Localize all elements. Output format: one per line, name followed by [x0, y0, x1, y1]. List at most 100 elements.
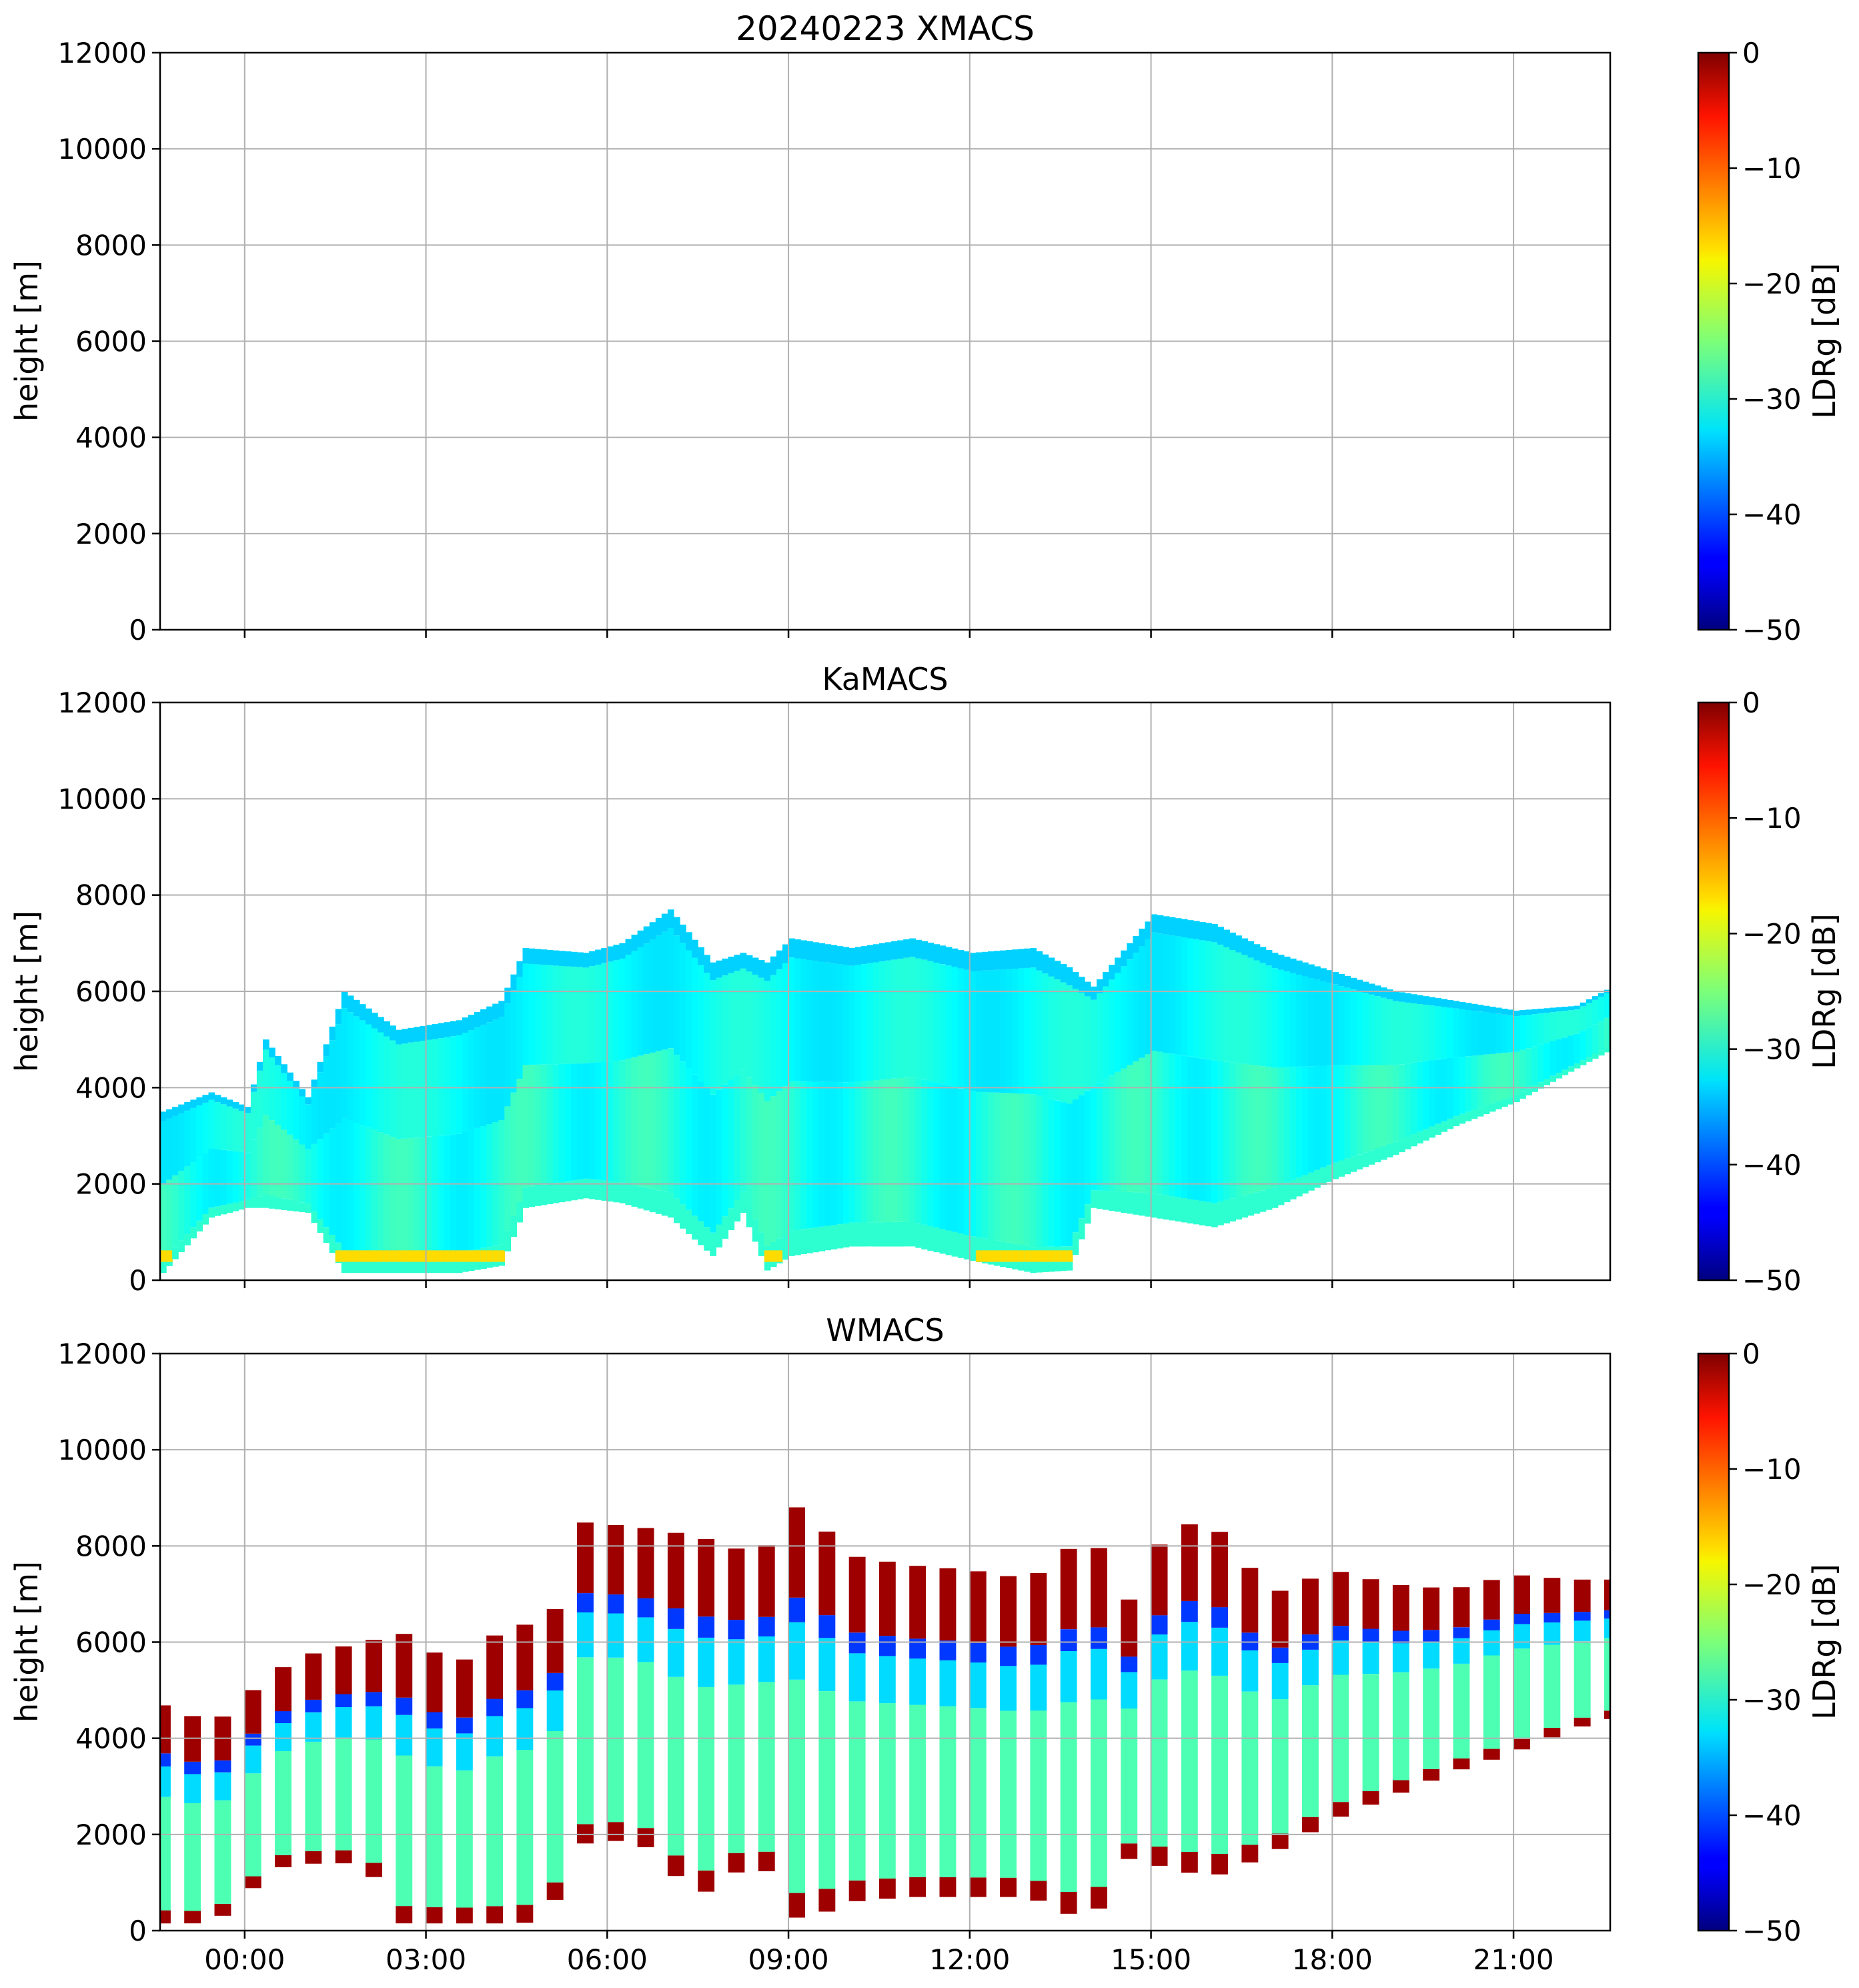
echo-cell: [963, 1235, 971, 1260]
echo-cell: [426, 1253, 433, 1274]
echo-cell: [384, 1036, 390, 1135]
echo-cell: [1368, 983, 1375, 995]
echo-cell: [160, 1910, 171, 1924]
echo-cell: [583, 953, 590, 968]
echo-cell: [275, 1751, 291, 1855]
echo-cell: [1121, 1599, 1138, 1657]
echo-cell: [704, 955, 710, 973]
echo-cell: [414, 1253, 421, 1274]
echo-cell: [474, 1011, 481, 1028]
echo-cell: [939, 1229, 947, 1254]
echo-cell: [589, 1179, 596, 1199]
echo-cell: [1000, 950, 1007, 970]
echo-cell: [637, 1055, 644, 1187]
echo-cell: [1562, 1037, 1569, 1070]
echo-cell: [244, 1745, 261, 1774]
echo-cell: [522, 1187, 530, 1208]
melting-layer: [498, 1250, 505, 1262]
echo-cell: [1537, 1013, 1544, 1045]
echo-cell: [1271, 1662, 1289, 1700]
echo-cell: [366, 1863, 382, 1877]
echo-cell: [1580, 1002, 1587, 1007]
echo-cell: [1121, 950, 1127, 967]
echo-cell: [1283, 1182, 1291, 1202]
echo-cell: [1145, 921, 1152, 939]
echo-cell: [1211, 1203, 1218, 1227]
echo-cell: [927, 1081, 935, 1227]
echo-cell: [945, 965, 953, 1086]
echo-cell: [1453, 1627, 1470, 1638]
echo-cell: [975, 1237, 983, 1262]
echo-cell: [680, 925, 686, 943]
echo-cell: [178, 1240, 185, 1252]
echo-cell: [1302, 962, 1309, 977]
echo-cell: [613, 1181, 620, 1203]
echo-cell: [546, 965, 554, 1065]
echo-cell: [860, 946, 868, 965]
echo-cell: [1139, 1057, 1146, 1193]
x-tick-label: 09:00: [748, 1943, 829, 1976]
echo-cell: [1374, 1065, 1381, 1148]
echo-cell: [1006, 949, 1013, 969]
echo-cell: [1525, 1009, 1532, 1015]
melting-layer: [462, 1250, 469, 1262]
echo-cell: [420, 1137, 427, 1254]
echo-cell: [534, 1185, 542, 1206]
echo-cell: [1157, 933, 1164, 1052]
echo-cell: [1091, 986, 1097, 1000]
echo-cell: [480, 1025, 487, 1126]
echo-cell: [601, 963, 608, 1062]
echo-cell: [516, 1624, 534, 1690]
echo-cell: [552, 1183, 560, 1203]
echo-cell: [722, 1084, 729, 1217]
echo-cell: [426, 1907, 443, 1924]
echo-cell: [740, 1069, 747, 1192]
echo-cell: [939, 964, 947, 1085]
echo-cell: [758, 960, 765, 978]
echo-cell: [378, 1132, 384, 1253]
echo-cell: [1271, 953, 1279, 969]
echo-cell: [269, 1120, 275, 1196]
echo-cell: [1223, 1199, 1230, 1223]
echo-cell: [1550, 1012, 1557, 1041]
echo-cell: [1078, 992, 1085, 1095]
y-tick-label: 6000: [75, 975, 147, 1008]
echo-cell: [909, 1658, 926, 1705]
echo-cell: [226, 1106, 233, 1151]
echo-cell: [848, 1701, 866, 1881]
echo-cell: [649, 1052, 656, 1189]
echo-cell: [1308, 964, 1315, 978]
echo-cell: [680, 1204, 686, 1229]
echo-cell: [740, 953, 747, 969]
echo-cell: [1429, 1126, 1435, 1138]
echo-cell: [686, 950, 692, 1068]
echo-cell: [872, 1222, 880, 1247]
echo-cell: [1574, 1717, 1591, 1726]
echo-cell: [1332, 984, 1339, 1065]
echo-cell: [1556, 1007, 1563, 1012]
echo-cell: [885, 960, 892, 1079]
echo-cell: [643, 1054, 650, 1188]
echo-cell: [969, 1571, 987, 1643]
echo-cell: [1121, 1708, 1138, 1844]
echo-cell: [625, 955, 632, 1059]
echo-cell: [848, 1222, 856, 1247]
echo-cell: [208, 1092, 215, 1100]
echo-cell: [528, 964, 536, 1065]
colorbar-gradient: [1697, 1352, 1730, 1932]
echo-cell: [1320, 968, 1327, 981]
echo-cell: [667, 1048, 674, 1193]
echo-cell: [981, 1091, 989, 1239]
echo-cell: [1127, 959, 1133, 1065]
echo-cell: [1332, 1640, 1349, 1675]
x-tick-label: 00:00: [204, 1943, 285, 1976]
echo-cell: [1392, 1630, 1409, 1644]
echo-cell: [263, 1194, 269, 1208]
echo-cell: [516, 961, 524, 977]
echo-cell: [921, 959, 928, 1080]
echo-cell: [1066, 1103, 1073, 1247]
echo-cell: [456, 1907, 473, 1924]
y-axis: 0 2000 4000 6000 8000 10000 12000: [57, 686, 160, 1297]
colorbar-tick-label: −40: [1742, 1149, 1802, 1181]
echo-cell: [1175, 918, 1182, 937]
